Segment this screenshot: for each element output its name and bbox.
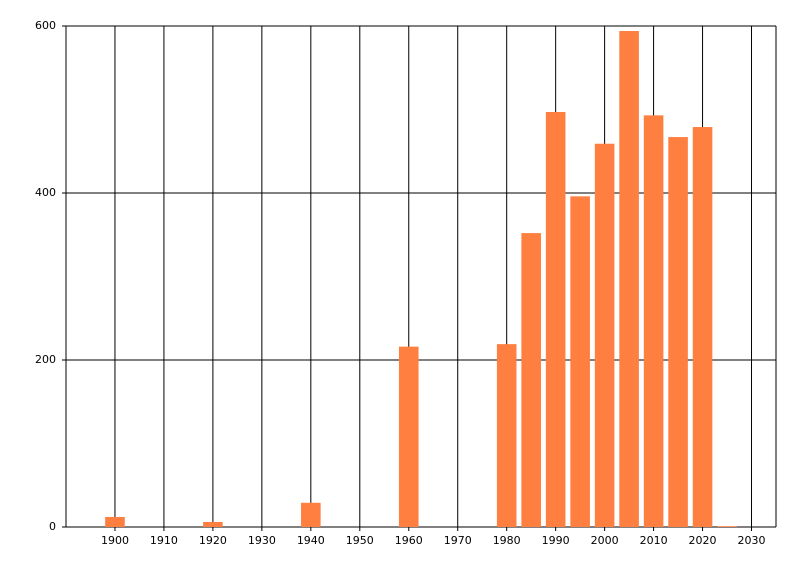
x-tick-label: 1900 <box>101 534 129 547</box>
x-tick-label: 1920 <box>199 534 227 547</box>
x-tick-label: 1980 <box>493 534 521 547</box>
bar <box>105 516 125 527</box>
bar <box>496 344 517 527</box>
bar <box>668 137 688 527</box>
x-tick-label: 2030 <box>738 534 766 547</box>
bar <box>594 143 615 528</box>
x-tick-label: 1930 <box>248 534 276 547</box>
x-tick-label: 1960 <box>395 534 423 547</box>
x-tick-label: 2010 <box>640 534 668 547</box>
y-tick-label: 600 <box>35 19 56 32</box>
bar <box>203 521 223 527</box>
bar <box>692 127 713 527</box>
bar <box>398 346 419 527</box>
y-tick-label: 0 <box>49 520 56 533</box>
bar <box>545 112 566 527</box>
x-tick-label: 1970 <box>444 534 472 547</box>
x-tick-label: 1940 <box>297 534 325 547</box>
bar <box>521 233 541 527</box>
bar <box>301 502 321 527</box>
x-tick-label: 2020 <box>689 534 717 547</box>
bar <box>570 196 590 527</box>
bar <box>619 31 639 527</box>
bar <box>717 526 737 527</box>
x-tick-label: 1990 <box>542 534 570 547</box>
bar <box>643 115 664 527</box>
y-tick-label: 200 <box>35 353 56 366</box>
x-tick-label: 1910 <box>150 534 178 547</box>
x-tick-label: 2000 <box>591 534 619 547</box>
x-tick-label: 1950 <box>346 534 374 547</box>
y-tick-label: 400 <box>35 186 56 199</box>
